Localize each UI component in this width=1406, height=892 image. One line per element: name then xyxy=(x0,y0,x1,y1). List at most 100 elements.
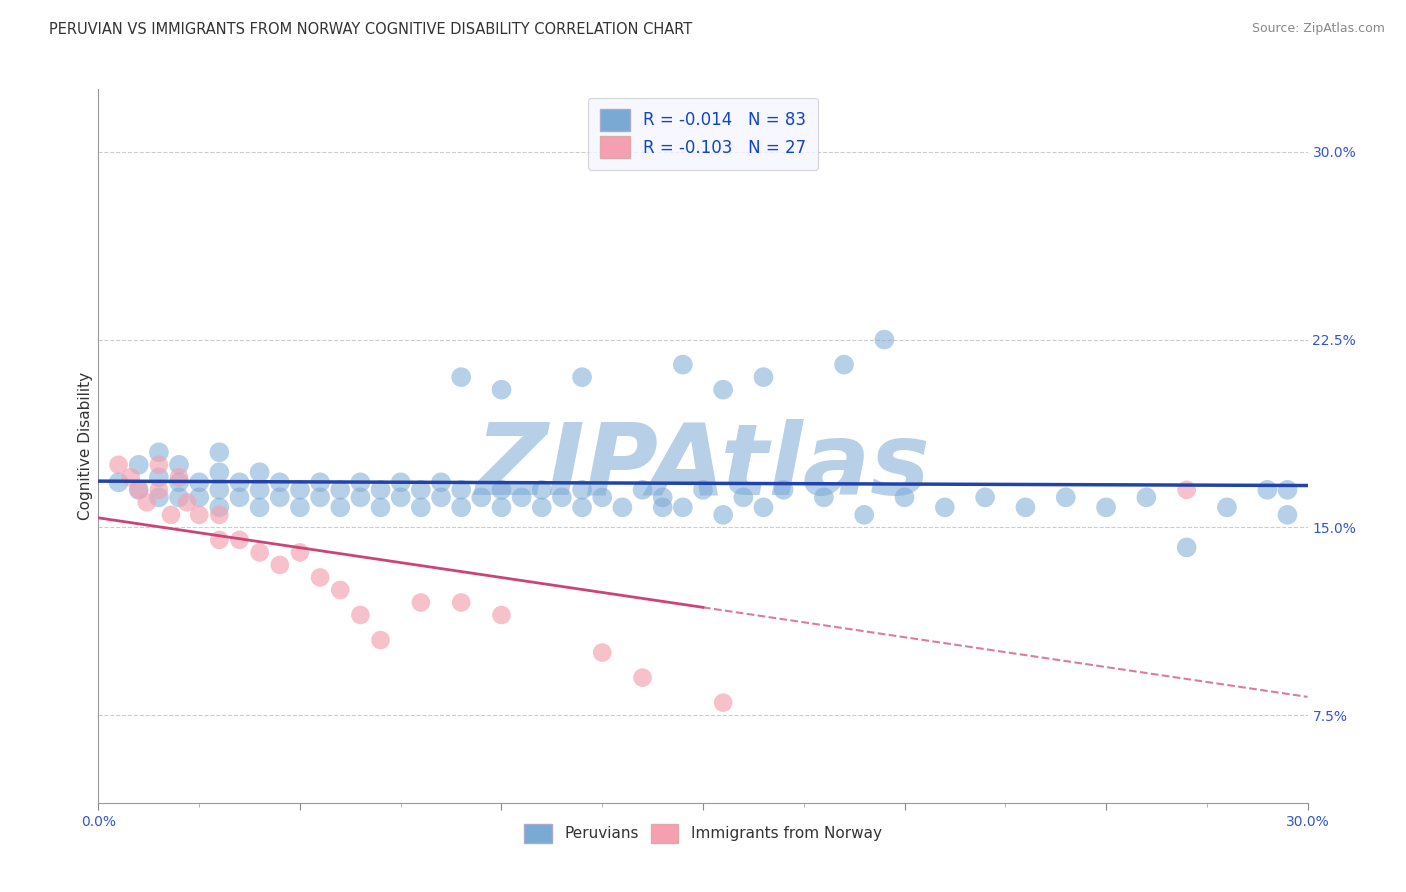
Point xyxy=(128,483,150,497)
Point xyxy=(530,483,553,497)
Point xyxy=(530,500,553,515)
Point xyxy=(974,491,997,505)
Point xyxy=(672,500,695,515)
Point xyxy=(188,508,211,522)
Point xyxy=(370,483,392,497)
Point xyxy=(733,491,755,505)
Point xyxy=(409,595,432,609)
Point xyxy=(148,483,170,497)
Point xyxy=(409,500,432,515)
Point xyxy=(349,475,371,490)
Point xyxy=(491,483,513,497)
Point xyxy=(228,491,250,505)
Point xyxy=(167,458,190,472)
Point xyxy=(934,500,956,515)
Point xyxy=(491,607,513,622)
Point xyxy=(167,470,190,484)
Point xyxy=(249,465,271,479)
Point xyxy=(711,383,734,397)
Point xyxy=(873,333,896,347)
Point xyxy=(107,475,129,490)
Point xyxy=(1175,483,1198,497)
Point xyxy=(692,483,714,497)
Point xyxy=(288,545,311,559)
Point xyxy=(329,500,352,515)
Point xyxy=(711,696,734,710)
Point xyxy=(249,545,271,559)
Point xyxy=(1054,491,1077,505)
Point xyxy=(269,475,291,490)
Point xyxy=(370,633,392,648)
Point xyxy=(269,558,291,572)
Point xyxy=(167,475,190,490)
Point xyxy=(450,483,472,497)
Legend: Peruvians, Immigrants from Norway: Peruvians, Immigrants from Norway xyxy=(519,818,887,848)
Point xyxy=(450,500,472,515)
Point xyxy=(329,582,352,597)
Point xyxy=(349,607,371,622)
Point xyxy=(208,465,231,479)
Text: PERUVIAN VS IMMIGRANTS FROM NORWAY COGNITIVE DISABILITY CORRELATION CHART: PERUVIAN VS IMMIGRANTS FROM NORWAY COGNI… xyxy=(49,22,693,37)
Point xyxy=(309,570,332,584)
Point xyxy=(135,495,157,509)
Point xyxy=(612,500,634,515)
Point xyxy=(389,475,412,490)
Point xyxy=(148,470,170,484)
Point xyxy=(430,475,453,490)
Point xyxy=(249,483,271,497)
Point xyxy=(470,491,492,505)
Point xyxy=(288,500,311,515)
Point xyxy=(188,475,211,490)
Point xyxy=(551,491,574,505)
Point xyxy=(349,491,371,505)
Point xyxy=(128,483,150,497)
Point xyxy=(571,483,593,497)
Y-axis label: Cognitive Disability: Cognitive Disability xyxy=(77,372,93,520)
Point xyxy=(1216,500,1239,515)
Point xyxy=(1135,491,1157,505)
Point xyxy=(1175,541,1198,555)
Point xyxy=(571,500,593,515)
Point xyxy=(510,491,533,505)
Point xyxy=(631,483,654,497)
Point xyxy=(249,500,271,515)
Point xyxy=(752,370,775,384)
Point xyxy=(228,475,250,490)
Point xyxy=(591,646,613,660)
Point xyxy=(1277,508,1299,522)
Point xyxy=(631,671,654,685)
Point xyxy=(752,500,775,515)
Point xyxy=(853,508,876,522)
Point xyxy=(1014,500,1036,515)
Point xyxy=(389,491,412,505)
Point xyxy=(430,491,453,505)
Point xyxy=(491,383,513,397)
Point xyxy=(176,495,198,509)
Point xyxy=(813,491,835,505)
Point xyxy=(288,483,311,497)
Text: Source: ZipAtlas.com: Source: ZipAtlas.com xyxy=(1251,22,1385,36)
Point xyxy=(128,458,150,472)
Point xyxy=(450,595,472,609)
Point xyxy=(148,491,170,505)
Text: ZIPAtlas: ZIPAtlas xyxy=(475,419,931,516)
Point xyxy=(651,491,673,505)
Point xyxy=(269,491,291,505)
Point xyxy=(120,470,142,484)
Point xyxy=(167,491,190,505)
Point xyxy=(208,508,231,522)
Point xyxy=(208,445,231,459)
Point xyxy=(651,500,673,515)
Point xyxy=(107,458,129,472)
Point xyxy=(893,491,915,505)
Point xyxy=(772,483,794,497)
Point xyxy=(188,491,211,505)
Point xyxy=(160,508,183,522)
Point xyxy=(571,370,593,384)
Point xyxy=(208,483,231,497)
Point xyxy=(370,500,392,515)
Point xyxy=(1256,483,1278,497)
Point xyxy=(148,458,170,472)
Point xyxy=(228,533,250,547)
Point xyxy=(309,475,332,490)
